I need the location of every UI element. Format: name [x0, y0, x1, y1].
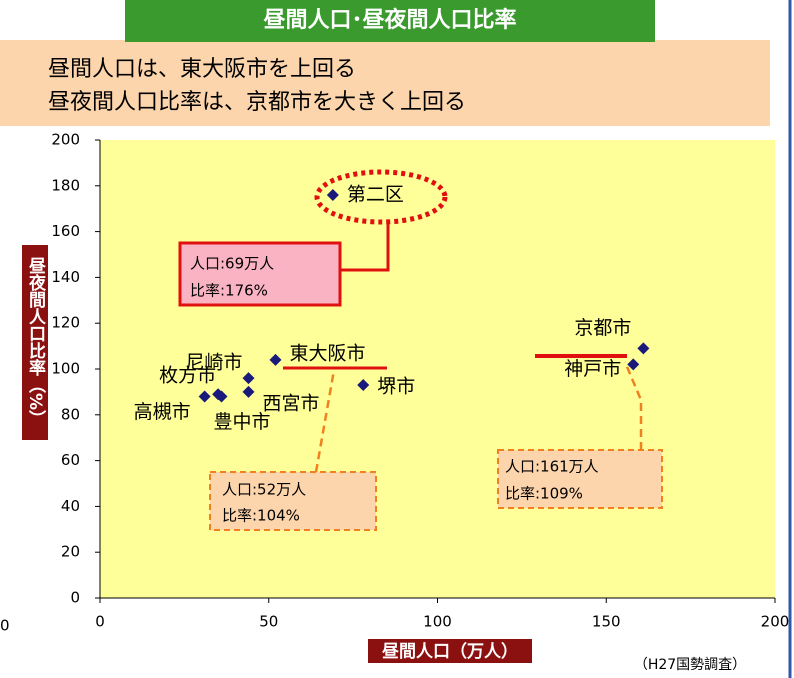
point: [627, 358, 640, 371]
y-tick-label: 0: [70, 589, 80, 607]
y-tick-label: 200: [51, 131, 80, 149]
source: （H27国勢調査）: [634, 657, 746, 673]
point: [242, 372, 255, 385]
x-tick-label: 50: [259, 613, 278, 631]
point-label: 西宮市: [263, 392, 320, 414]
callout-connector: [623, 361, 643, 450]
point-label: 京都市: [574, 317, 631, 339]
x-tick-label: 100: [423, 613, 452, 631]
point-label: 東大阪市: [290, 342, 366, 364]
callout-text: 人口:52万人: [222, 481, 306, 499]
y-tick-label: 100: [51, 360, 80, 378]
x-tick-label: 150: [592, 613, 621, 631]
callout-text: 人口:161万人: [505, 458, 599, 476]
point: [637, 342, 650, 355]
y-tick-label: 140: [51, 268, 80, 286]
point: [242, 385, 255, 398]
point-label: 第二区: [347, 183, 404, 205]
point-label: 堺市: [377, 376, 415, 398]
y-tick-label: 160: [51, 222, 80, 240]
point: [326, 188, 339, 201]
header-line: 昼間人口は、東大阪市を上回る: [48, 57, 356, 82]
y-tick-label: 180: [51, 176, 80, 194]
callout-text: 比率:104%: [222, 507, 300, 525]
point-label: 高槻市: [134, 401, 191, 423]
callout-text: 比率:109%: [505, 485, 583, 503]
x-tick-label: 0: [95, 613, 105, 631]
callout-connector: [340, 222, 390, 272]
y-tick-label: 40: [61, 497, 80, 515]
callout-box: [178, 241, 342, 307]
point: [215, 390, 228, 403]
callout-text: 比率:176%: [190, 282, 268, 300]
x-label-box: [368, 639, 532, 663]
x-tick-label: 200: [761, 613, 790, 631]
point-label: 神戸市: [564, 358, 621, 380]
highlight-ellipse: [314, 169, 448, 225]
y-axis-label: 昼夜間人口比率（%）: [25, 257, 47, 427]
point: [198, 390, 211, 403]
y-tick-label: 120: [51, 314, 80, 332]
title-banner: [125, 0, 655, 42]
point-label: 枚方市: [159, 365, 216, 387]
header-line: 昼夜間人口比率は、京都市を大きく上回る: [48, 90, 466, 115]
y-tick-label: 20: [61, 543, 80, 561]
x-axis-label: 昼間人口（万人）: [382, 641, 518, 662]
point: [357, 379, 370, 392]
y-tick-label: 60: [61, 451, 80, 469]
title: 昼間人口･昼夜間人口比率: [263, 7, 516, 33]
callout-box: [497, 449, 663, 509]
point-label: 豊中市: [214, 411, 271, 433]
point: [269, 353, 282, 366]
callout-box: [209, 471, 377, 531]
stray-label: 0: [0, 617, 10, 635]
callout-text: 人口:69万人: [190, 255, 274, 273]
callout-connector: [314, 369, 336, 473]
y-label-box: [22, 245, 48, 440]
point-label: 尼崎市: [185, 352, 242, 374]
y-tick-label: 80: [61, 405, 80, 423]
header-band: [0, 40, 770, 126]
